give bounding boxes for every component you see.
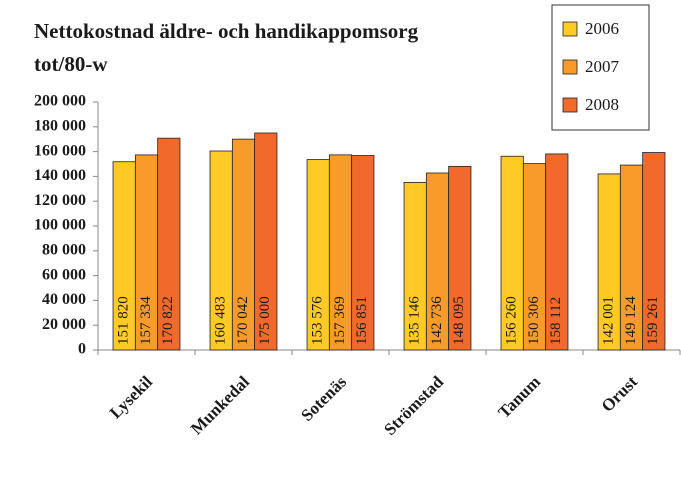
y-tick-label: 200 000	[34, 93, 86, 110]
y-tick-label: 100 000	[34, 217, 86, 234]
y-tick-label: 60 000	[42, 266, 86, 283]
y-tick-label: 80 000	[42, 241, 86, 258]
chart-title: Nettokostnad äldre- och handikappomsorg	[34, 19, 419, 43]
y-tick-label: 120 000	[34, 192, 86, 209]
value-label: 160 483	[213, 296, 229, 345]
bar	[642, 152, 666, 351]
value-label: 157 334	[138, 296, 154, 345]
y-tick-label: 20 000	[42, 316, 86, 333]
value-label: 142 736	[429, 296, 445, 345]
x-tick-label: Strömstad	[380, 372, 447, 439]
chart-title: tot/80-w	[34, 52, 108, 76]
value-label: 142 001	[601, 296, 617, 345]
value-label: 158 112	[548, 297, 564, 345]
value-label: 157 369	[332, 296, 348, 345]
value-label: 170 822	[160, 296, 176, 345]
bar	[254, 132, 278, 351]
legend-label: 2007	[585, 57, 620, 76]
legend-swatch	[562, 59, 578, 75]
bar	[351, 155, 375, 351]
legend-label: 2008	[585, 95, 619, 114]
x-tick-label: Sotenäs	[297, 372, 350, 425]
y-tick-label: 140 000	[34, 167, 86, 184]
y-tick-label: 160 000	[34, 142, 86, 159]
x-tick-label: Tanum	[494, 372, 544, 422]
value-label: 153 576	[310, 296, 326, 345]
value-label: 135 146	[407, 296, 423, 345]
value-label: 156 851	[354, 296, 370, 345]
legend-label: 2006	[585, 19, 619, 38]
value-label: 150 306	[526, 296, 542, 345]
value-label: 170 042	[235, 296, 251, 345]
bar	[448, 165, 472, 351]
value-label: 159 261	[645, 296, 661, 345]
bar	[157, 137, 181, 351]
x-tick-label: Orust	[598, 372, 642, 416]
y-tick-label: 0	[78, 341, 86, 358]
legend-swatch	[562, 21, 578, 37]
y-tick-label: 180 000	[34, 117, 86, 134]
value-label: 149 124	[623, 296, 639, 345]
y-tick-label: 40 000	[42, 291, 86, 308]
x-tick-label: Munkedal	[187, 372, 253, 438]
bar	[545, 153, 569, 351]
value-label: 175 000	[257, 296, 273, 345]
value-label: 148 095	[451, 296, 467, 345]
legend-swatch	[562, 97, 578, 113]
value-label: 151 820	[116, 296, 132, 345]
x-tick-label: Lysekil	[106, 372, 156, 422]
value-label: 156 260	[504, 296, 520, 345]
